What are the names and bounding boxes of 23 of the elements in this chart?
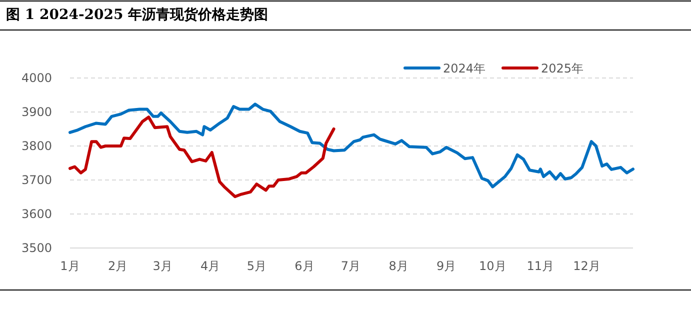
ytick: 4000	[21, 71, 52, 85]
xtick: 4月	[200, 259, 220, 273]
xtick: 6月	[294, 259, 314, 273]
legend-item: 2025年	[502, 62, 584, 76]
xtick: 7月	[340, 259, 361, 273]
legend-item: 2024年	[404, 62, 486, 76]
xtick: 9月	[436, 259, 456, 273]
xtick: 10月	[479, 259, 506, 273]
xtick: 11月	[526, 259, 554, 273]
ytick: 3900	[21, 105, 52, 119]
xtick: 12月	[573, 259, 600, 273]
xtick: 5月	[246, 259, 266, 273]
ytick: 3600	[21, 207, 52, 221]
xtick: 2月	[108, 259, 128, 273]
title: 图 1 2024-2025 年沥青现货价格走势图	[6, 7, 268, 23]
ytick: 3500	[21, 241, 52, 255]
ytick: 3700	[21, 173, 52, 187]
legend-label: 2024年	[443, 62, 486, 76]
ytick: 3800	[21, 139, 52, 153]
legend-label: 2025年	[541, 62, 584, 76]
xtick: 1月	[60, 259, 80, 273]
xtick: 3月	[152, 259, 172, 273]
xtick: 8月	[388, 259, 408, 273]
